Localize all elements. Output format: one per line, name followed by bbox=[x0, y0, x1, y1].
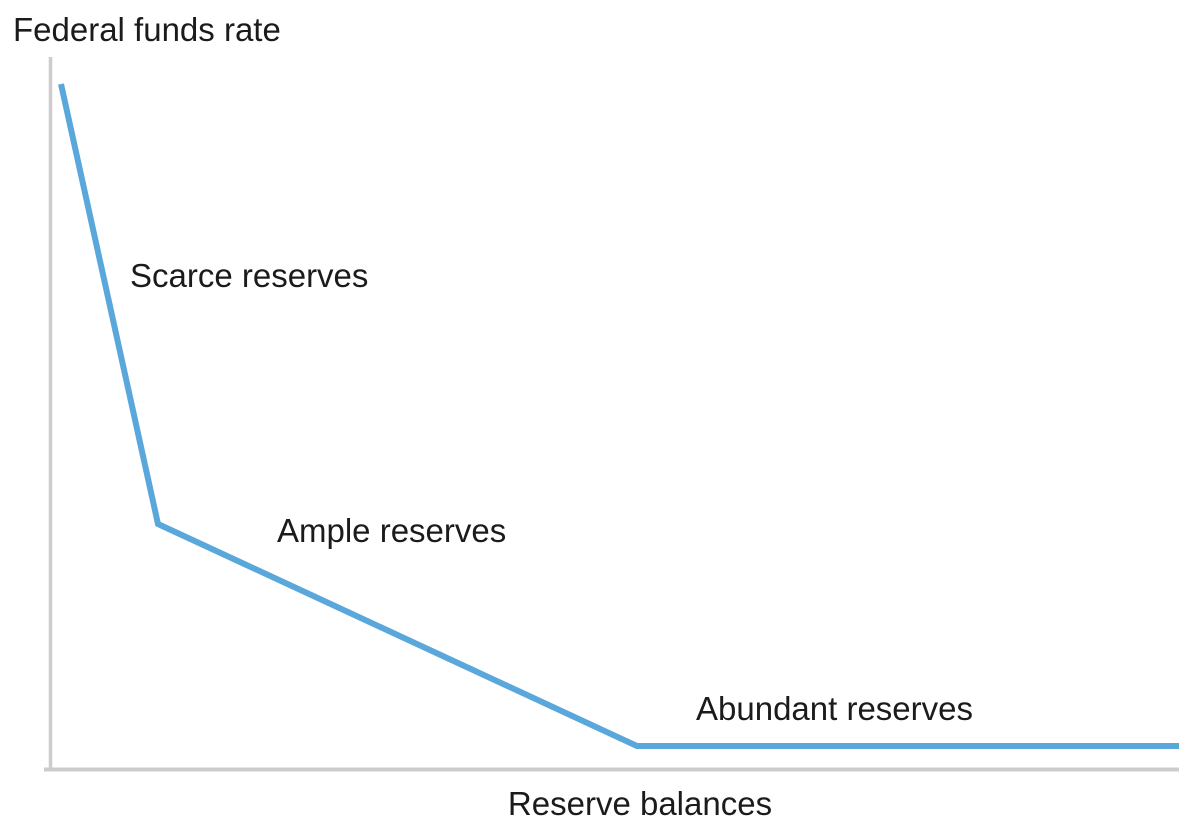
x-axis-title: Reserve balances bbox=[507, 785, 773, 822]
annotation-scarce-reserves: Scarce reserves bbox=[130, 257, 369, 294]
annotation-ample-reserves: Ample reserves bbox=[277, 512, 507, 549]
annotation-abundant-reserves: Abundant reserves bbox=[696, 690, 974, 727]
y-axis-title: Federal funds rate bbox=[13, 11, 281, 48]
reserve-demand-curve bbox=[58, 83, 1179, 749]
